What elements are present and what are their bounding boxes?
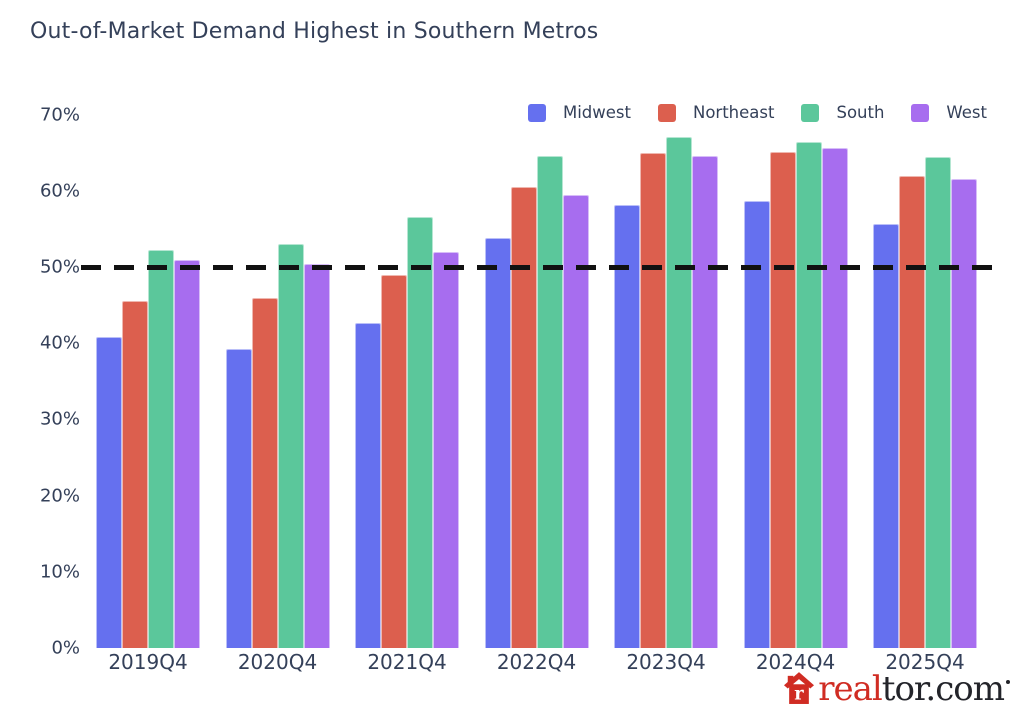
bar-south-2019Q4 <box>148 250 174 648</box>
legend-item-south[interactable]: South <box>801 103 884 122</box>
x-tick-2020Q4: 2020Q4 <box>237 650 318 674</box>
bar-west-2021Q4 <box>433 251 459 648</box>
legend-swatch-south <box>801 103 820 122</box>
bar-northeast-2025Q4 <box>899 176 925 648</box>
bar-midwest-2020Q4 <box>225 348 252 648</box>
bar-south-2021Q4 <box>407 217 433 648</box>
legend-swatch-west <box>911 103 930 122</box>
chart-title: Out-of-Market Demand Highest in Southern… <box>30 19 599 44</box>
y-tick-30%: 30% <box>39 408 80 430</box>
bar-south-2024Q4 <box>795 142 822 648</box>
logo-text-real: real <box>818 669 883 709</box>
bar-west-2024Q4 <box>821 148 848 648</box>
legend: Midwest Northeast South West <box>527 103 987 122</box>
bar-west-2019Q4 <box>174 260 200 648</box>
bar-midwest-2023Q4 <box>614 205 640 648</box>
bar-northeast-2023Q4 <box>640 153 666 648</box>
x-tick-2019Q4: 2019Q4 <box>108 650 188 674</box>
x-tick-2021Q4: 2021Q4 <box>367 650 447 674</box>
x-tick-2022Q4: 2022Q4 <box>496 650 577 674</box>
legend-item-midwest[interactable]: Midwest <box>527 103 631 122</box>
bar-south-2023Q4 <box>666 137 692 648</box>
realtor-logo: r real tor.com <box>784 672 1010 706</box>
bar-south-2022Q4 <box>536 155 563 648</box>
bar-midwest-2021Q4 <box>355 323 381 648</box>
y-tick-20%: 20% <box>39 485 80 507</box>
bar-midwest-2022Q4 <box>484 238 511 648</box>
x-tick-2024Q4: 2024Q4 <box>755 650 836 674</box>
bar-west-2025Q4 <box>951 179 977 648</box>
x-tick-2023Q4: 2023Q4 <box>626 650 706 674</box>
bar-west-2023Q4 <box>692 155 718 648</box>
y-tick-70%: 70% <box>39 104 80 126</box>
bar-midwest-2025Q4 <box>873 223 899 648</box>
bar-northeast-2019Q4 <box>122 301 148 648</box>
bar-south-2025Q4 <box>925 156 951 648</box>
legend-swatch-northeast <box>657 103 676 122</box>
house-icon: r <box>784 672 815 704</box>
legend-label: West <box>946 103 987 122</box>
svg-text:r: r <box>795 683 805 704</box>
logo-text-torcom: tor.com <box>881 669 1005 709</box>
legend-label: Northeast <box>692 103 775 122</box>
legend-item-west[interactable]: West <box>911 103 987 122</box>
bar-west-2020Q4 <box>303 263 330 648</box>
x-tick-2025Q4: 2025Q4 <box>885 650 965 674</box>
legend-item-northeast[interactable]: Northeast <box>657 103 775 122</box>
bar-west-2022Q4 <box>562 195 589 648</box>
bar-south-2020Q4 <box>277 244 304 648</box>
bar-northeast-2022Q4 <box>510 187 537 648</box>
trademark-dot <box>1006 680 1010 684</box>
fifty-percent-dashed-line <box>81 264 997 270</box>
bar-midwest-2024Q4 <box>743 200 770 648</box>
y-tick-50%: 50% <box>39 256 80 278</box>
bar-northeast-2024Q4 <box>769 151 796 648</box>
y-tick-40%: 40% <box>39 332 80 354</box>
bar-northeast-2021Q4 <box>381 275 407 648</box>
y-tick-60%: 60% <box>39 180 80 202</box>
y-tick-0%: 0% <box>51 637 80 659</box>
legend-label: Midwest <box>562 103 631 122</box>
y-tick-10%: 10% <box>39 561 80 583</box>
legend-swatch-midwest <box>527 103 546 122</box>
bar-midwest-2019Q4 <box>96 337 122 648</box>
legend-label: South <box>836 103 885 122</box>
bar-northeast-2020Q4 <box>251 298 278 648</box>
